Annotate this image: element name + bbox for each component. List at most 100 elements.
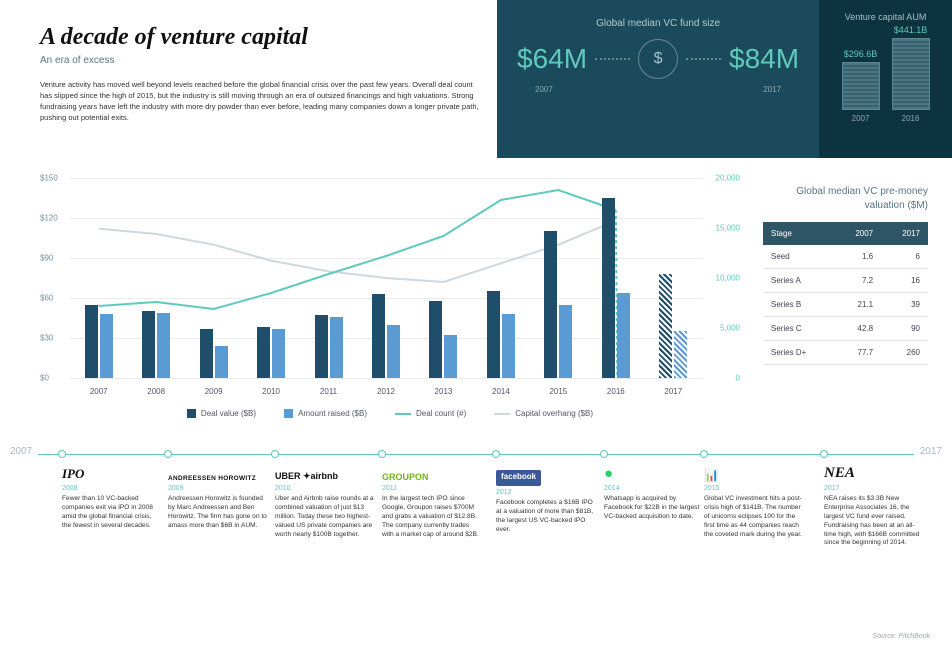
- bar-amount-raised: [100, 314, 113, 378]
- dots-right: [686, 58, 721, 60]
- page-subtitle: An era of excess: [40, 55, 480, 66]
- timeline-dot: [492, 450, 500, 458]
- timeline: 2007 2017 IPO 2008 Fewer than 10 VC-backed…: [0, 436, 952, 626]
- bar-deal-value: [602, 198, 615, 378]
- timeline-body: In the largest tech IPO since Google, Gr…: [382, 495, 481, 539]
- table-row: Series C42.890: [763, 317, 928, 341]
- timeline-logo: facebook: [496, 470, 541, 486]
- bar-amount-raised: [215, 346, 228, 378]
- timeline-dot: [58, 450, 66, 458]
- bar-deal-value: [142, 311, 155, 378]
- aum-title: Venture capital AUM: [829, 12, 942, 22]
- header: A decade of venture capital An era of ex…: [40, 24, 480, 124]
- timeline-item: 📊2015Global VC investment hits a post-cr…: [704, 466, 803, 539]
- aum-stack-2016: [892, 38, 930, 110]
- intro-body: Venture activity has moved well beyond l…: [40, 80, 480, 124]
- timeline-dot: [600, 450, 608, 458]
- bar-deal-value: [429, 301, 442, 378]
- table-header: 2007: [834, 222, 881, 245]
- bar-amount-raised: [387, 325, 400, 378]
- timeline-item: facebook 2012 Facebook completes a $16B IP…: [496, 466, 595, 535]
- bar-amount-raised: [272, 329, 285, 378]
- x-axis-label: 2012: [377, 387, 395, 396]
- timeline-year: 2009: [168, 485, 267, 492]
- bar-amount-raised: [330, 317, 343, 378]
- x-axis-label: 2016: [607, 387, 625, 396]
- legend-deal-value: Deal value ($B): [201, 409, 256, 418]
- timeline-item: GROUPON 2011 In the largest tech IPO since…: [382, 466, 481, 539]
- aum-year-b: 2016: [902, 114, 920, 123]
- timeline-year: 2012: [496, 489, 595, 496]
- timeline-item: IPO 2008 Fewer than 10 VC-backed companies…: [62, 466, 161, 531]
- timeline-body: Uber and Airbnb raise rounds at a combin…: [275, 495, 374, 539]
- timeline-item: ANDREESSEN HOROWITZ2009Andreessen Horowi…: [168, 466, 267, 531]
- bar-amount-raised: [674, 331, 687, 378]
- fund-size-panel: Global median VC fund size $64M $ $84M 2…: [497, 0, 819, 158]
- bar-deal-value: [85, 305, 98, 378]
- timeline-year: 2017: [824, 485, 923, 492]
- timeline-body: NEA raises its $3.3B New Enterprise Asso…: [824, 495, 923, 548]
- bar-deal-value: [544, 231, 557, 378]
- table-row: Series D+77.7260: [763, 341, 928, 365]
- timeline-dot: [378, 450, 386, 458]
- aum-stack-2007: [842, 62, 880, 110]
- timeline-body: Whatsapp is acquired by Facebook for $22…: [604, 495, 703, 522]
- legend-deal-count: Deal count (#): [416, 409, 466, 418]
- timeline-dot: [820, 450, 828, 458]
- bar-deal-value: [372, 294, 385, 378]
- x-axis-label: 2011: [320, 387, 337, 396]
- bar-deal-value: [487, 291, 500, 378]
- timeline-year: 2008: [62, 485, 161, 492]
- timeline-dot: [700, 450, 708, 458]
- timeline-item: ● 2014 Whatsapp is acquired by Facebook fo…: [604, 466, 703, 522]
- aum-value-2007: $296.6B: [844, 49, 878, 59]
- fund-value-2017: $84M: [729, 43, 799, 75]
- x-axis-label: 2007: [90, 387, 108, 396]
- table-header: Stage: [763, 222, 834, 245]
- money-bag-icon: $: [638, 39, 678, 79]
- bar-deal-value: [257, 327, 270, 378]
- timeline-year: 2011: [382, 485, 481, 492]
- timeline-start: 2007: [10, 446, 32, 457]
- table-header: 2017: [881, 222, 928, 245]
- aum-year-a: 2007: [852, 114, 870, 123]
- timeline-logo: GROUPON: [382, 466, 481, 482]
- legend-amount-raised: Amount raised ($B): [298, 409, 367, 418]
- timeline-year: 2014: [604, 485, 703, 492]
- valuation-table: Stage20072017Seed1.66Series A7.216Series…: [763, 222, 928, 365]
- timeline-end: 2017: [920, 446, 942, 457]
- x-axis-label: 2010: [262, 387, 280, 396]
- timeline-logo: IPO: [62, 466, 161, 482]
- timeline-item: NEA 2017 NEA raises its $3.3B New Enterpri…: [824, 466, 923, 548]
- timeline-logo: NEA: [824, 466, 923, 482]
- table-row: Series A7.216: [763, 269, 928, 293]
- source-credit: Source: PitchBook: [872, 633, 930, 640]
- timeline-body: Global VC investment hits a post-crisis …: [704, 495, 803, 539]
- fund-year-b: 2017: [763, 85, 781, 94]
- dots-left: [595, 58, 630, 60]
- bar-deal-value: [315, 315, 328, 378]
- bar-amount-raised: [559, 305, 572, 378]
- fund-size-title: Global median VC fund size: [517, 18, 799, 29]
- bar-amount-raised: [444, 335, 457, 378]
- chart-legend: Deal value ($B) Amount raised ($B) Deal …: [40, 409, 740, 418]
- timeline-item: UBER ✦airbnb 2010 Uber and Airbnb raise ro…: [275, 466, 374, 539]
- x-axis-label: 2009: [205, 387, 223, 396]
- x-axis-label: 2008: [147, 387, 165, 396]
- timeline-year: 2010: [275, 485, 374, 492]
- bar-deal-value: [200, 329, 213, 378]
- x-axis-label: 2014: [492, 387, 510, 396]
- fund-year-a: 2007: [535, 85, 553, 94]
- valuation-table-box: Global median VC pre-money valuation ($M…: [763, 185, 928, 365]
- timeline-body: Andreessen Horowitz is founded by Marc A…: [168, 495, 267, 531]
- timeline-logo: ●: [604, 466, 703, 482]
- table-title: Global median VC pre-money valuation ($M…: [763, 185, 928, 212]
- timeline-logo: UBER ✦airbnb: [275, 466, 374, 482]
- timeline-body: Fewer than 10 VC-backed companies exit v…: [62, 495, 161, 531]
- timeline-year: 2015: [704, 485, 803, 492]
- timeline-body: Facebook completes a $16B IPO at a valua…: [496, 499, 595, 535]
- x-axis-label: 2015: [549, 387, 567, 396]
- bar-amount-raised: [157, 313, 170, 378]
- timeline-dot: [164, 450, 172, 458]
- timeline-dot: [271, 450, 279, 458]
